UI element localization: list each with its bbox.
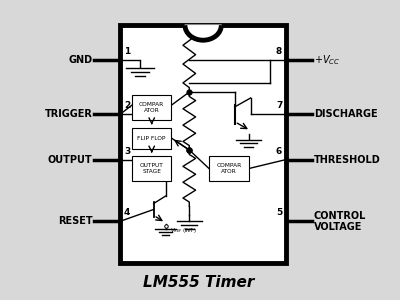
Text: COMPAR
ATOR: COMPAR ATOR (139, 102, 164, 113)
Text: 5: 5 (276, 208, 282, 217)
Text: 8: 8 (276, 47, 282, 56)
Text: OUTPUT: OUTPUT (48, 154, 92, 164)
Text: COMPAR
ATOR: COMPAR ATOR (216, 163, 242, 174)
Bar (209, 156, 249, 181)
Text: $+V_{CC}$: $+V_{CC}$ (314, 53, 340, 67)
Text: 6: 6 (276, 147, 282, 156)
Text: 1: 1 (124, 47, 130, 56)
Text: DISCHARGE: DISCHARGE (314, 109, 378, 119)
Text: RESET: RESET (58, 216, 92, 226)
Text: LM555 Timer: LM555 Timer (144, 275, 255, 290)
Text: OUTPUT
STAGE: OUTPUT STAGE (140, 163, 164, 174)
Bar (120, 25, 286, 263)
Bar (132, 95, 172, 120)
Bar (132, 128, 172, 148)
Text: TRIGGER: TRIGGER (44, 109, 92, 119)
Text: 4: 4 (124, 208, 130, 217)
Text: GND: GND (68, 55, 92, 64)
Bar (132, 156, 172, 181)
Text: FLIP FLOP: FLIP FLOP (138, 136, 166, 141)
Text: 3: 3 (124, 147, 130, 156)
Text: 2: 2 (124, 101, 130, 110)
Text: THRESHOLD: THRESHOLD (314, 154, 381, 164)
Text: $V_{REF}$ (INT): $V_{REF}$ (INT) (170, 226, 196, 235)
Text: CONTROL
VOLTAGE: CONTROL VOLTAGE (314, 211, 366, 232)
Polygon shape (185, 25, 221, 40)
Text: 7: 7 (276, 101, 282, 110)
